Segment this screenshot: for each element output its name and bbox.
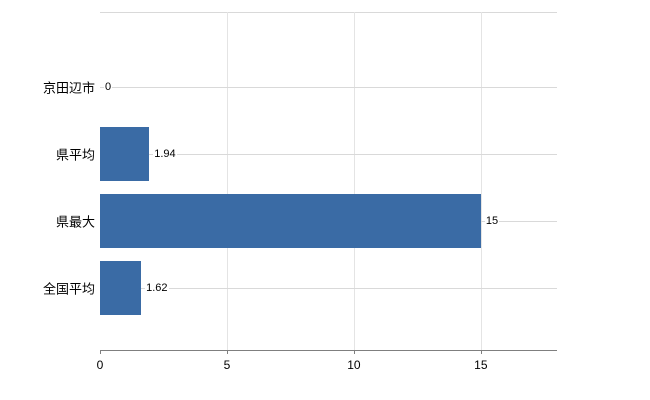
x-tick-label: 15 <box>474 358 488 372</box>
category-label: 県最大 <box>55 214 95 229</box>
value-label: 15 <box>484 214 500 227</box>
x-axis-tick <box>226 350 228 354</box>
value-label: 0 <box>104 80 113 93</box>
x-gridline <box>353 12 355 350</box>
x-axis-tick <box>100 350 101 354</box>
category-gridline <box>100 153 557 155</box>
x-axis-tick <box>480 350 482 354</box>
bar <box>100 126 150 181</box>
x-axis-tick <box>353 350 355 354</box>
category-gridline <box>100 86 557 88</box>
category-label: 県平均 <box>55 147 95 162</box>
bar <box>100 193 481 248</box>
plot-top-border <box>100 12 557 13</box>
value-label: 1.62 <box>145 281 169 294</box>
x-tick-label: 10 <box>347 358 361 372</box>
category-gridline <box>100 287 557 289</box>
x-axis <box>100 350 557 351</box>
bar <box>100 260 142 315</box>
x-gridline <box>480 12 482 350</box>
value-label: 1.94 <box>153 147 177 160</box>
x-tick-label: 0 <box>96 358 104 372</box>
category-label: 京田辺市 <box>42 80 95 95</box>
x-gridline <box>226 12 228 350</box>
category-label: 全国平均 <box>42 281 95 296</box>
x-tick-label: 5 <box>223 358 231 372</box>
